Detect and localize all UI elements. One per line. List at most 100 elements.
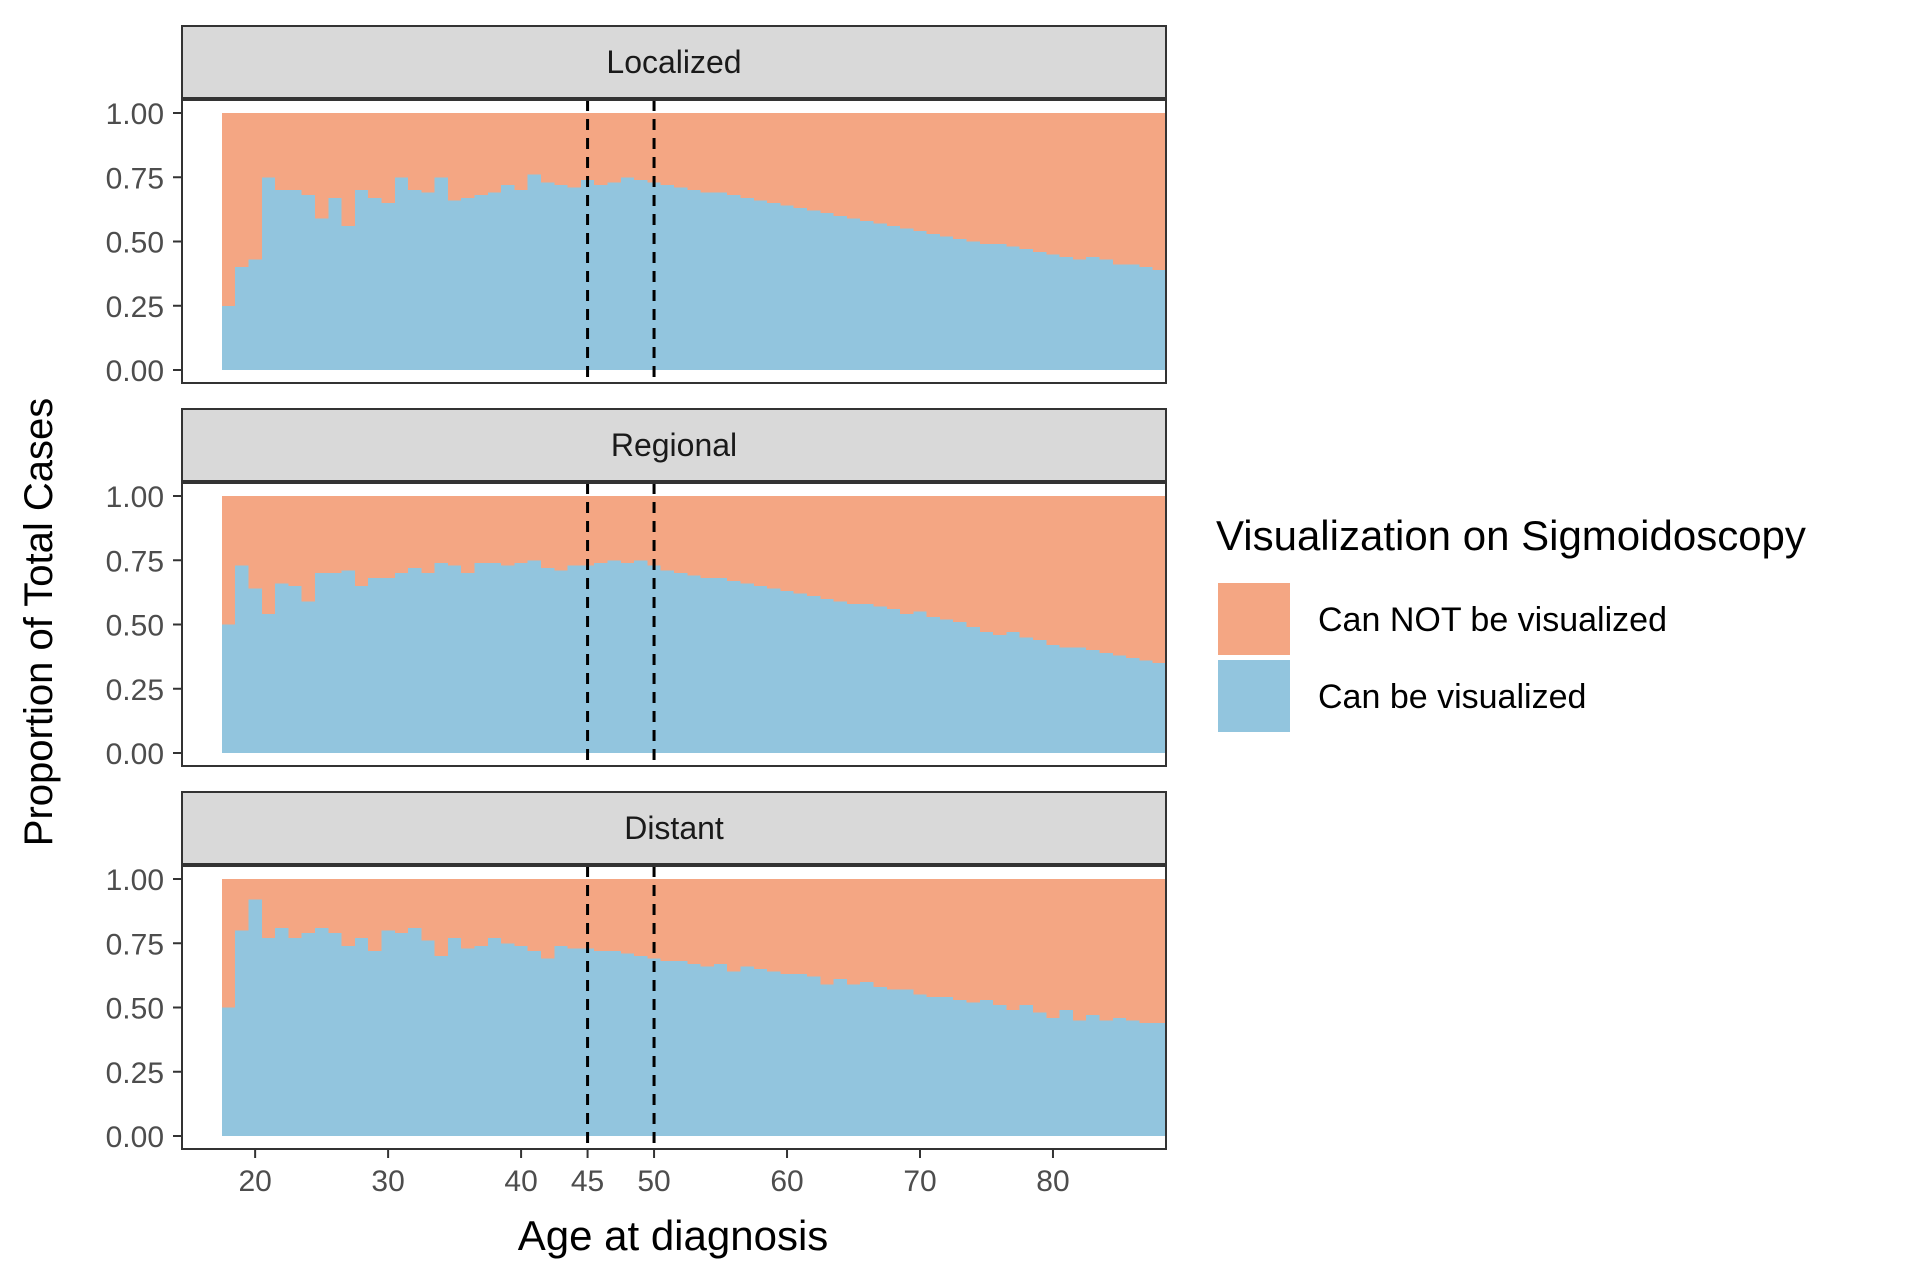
bar-can-visualize	[235, 267, 250, 370]
bar-cannot-visualize	[767, 879, 781, 972]
bar-can-visualize	[607, 950, 622, 1136]
bar-can-visualize	[846, 984, 861, 1136]
bar-cannot-visualize	[727, 879, 742, 972]
bar-cannot-visualize	[394, 879, 409, 933]
bar-can-visualize	[1099, 652, 1114, 753]
bar-cannot-visualize	[620, 113, 635, 178]
bar-cannot-visualize	[780, 496, 795, 592]
bar-can-visualize	[248, 899, 263, 1136]
facet-strip	[181, 25, 1167, 99]
bar-cannot-visualize	[1099, 879, 1114, 1021]
bar-can-visualize	[860, 220, 875, 370]
bar-can-visualize	[408, 190, 422, 370]
bar-can-visualize	[381, 930, 396, 1136]
bar-can-visualize	[1019, 637, 1034, 753]
bars-localized	[221, 113, 1167, 370]
bar-cannot-visualize	[939, 879, 954, 998]
bar-can-visualize	[993, 1004, 1008, 1136]
bar-cannot-visualize	[620, 496, 635, 563]
facet-strip-label: Regional	[611, 427, 737, 463]
bar-can-visualize	[1072, 647, 1087, 753]
bar-cannot-visualize	[1139, 879, 1154, 1023]
bar-can-visualize	[820, 598, 835, 753]
bar-cannot-visualize	[554, 496, 569, 571]
bar-can-visualize	[793, 974, 808, 1136]
y-tick-label: 0.00	[106, 355, 164, 388]
bar-cannot-visualize	[647, 879, 662, 959]
bar-cannot-visualize	[713, 496, 728, 579]
y-tick-label: 1.00	[106, 98, 164, 131]
bar-can-visualize	[541, 958, 555, 1136]
bar-cannot-visualize	[474, 496, 489, 563]
bar-can-visualize	[687, 575, 702, 753]
y-axis-label: Proportion of Total Cases	[17, 398, 61, 846]
bar-cannot-visualize	[793, 496, 808, 594]
bar-cannot-visualize	[953, 113, 968, 239]
bar-cannot-visualize	[328, 113, 343, 198]
bar-can-visualize	[1126, 1020, 1141, 1136]
bar-can-visualize	[474, 945, 489, 1136]
bar-cannot-visualize	[1072, 879, 1087, 1021]
bar-cannot-visualize	[368, 113, 383, 198]
bar-can-visualize	[261, 938, 276, 1136]
bar-can-visualize	[461, 573, 476, 753]
bar-cannot-visualize	[501, 113, 516, 185]
bar-cannot-visualize	[660, 113, 675, 185]
bar-can-visualize	[607, 560, 622, 753]
bar-cannot-visualize	[408, 113, 422, 191]
bar-can-visualize	[993, 634, 1008, 753]
bar-cannot-visualize	[740, 496, 755, 584]
facet-panel-regional: Regional 0.00 0.25 0.50 0.75 1.00	[106, 408, 1167, 771]
facet-strip	[181, 408, 1167, 482]
bar-can-visualize	[594, 184, 609, 370]
bar-can-visualize	[926, 233, 941, 370]
bar-can-visualize	[886, 609, 901, 753]
bar-can-visualize	[620, 953, 635, 1136]
bar-cannot-visualize	[966, 496, 981, 628]
bar-cannot-visualize	[674, 496, 688, 574]
x-tick-label: 45	[571, 1165, 604, 1198]
legend-label-cannot: Can NOT be visualized	[1318, 601, 1667, 639]
y-tick-label: 0.25	[106, 674, 164, 707]
bar-can-visualize	[634, 956, 649, 1136]
bar-cannot-visualize	[1046, 879, 1061, 1018]
bar-cannot-visualize	[301, 496, 316, 602]
bar-cannot-visualize	[314, 113, 329, 219]
bar-can-visualize	[368, 197, 383, 370]
bar-cannot-visualize	[767, 496, 781, 589]
bar-can-visualize	[1019, 249, 1034, 370]
bar-can-visualize	[434, 177, 449, 370]
bar-can-visualize	[753, 585, 768, 753]
bar-cannot-visualize	[1059, 113, 1074, 257]
bar-cannot-visualize	[1046, 113, 1061, 255]
bar-cannot-visualize	[913, 113, 928, 232]
bar-cannot-visualize	[873, 496, 888, 607]
bar-can-visualize	[594, 562, 609, 753]
y-tick-label: 0.00	[106, 1121, 164, 1154]
bar-can-visualize	[1086, 256, 1101, 370]
bar-can-visualize	[1033, 639, 1047, 753]
bar-can-visualize	[780, 205, 795, 370]
bar-cannot-visualize	[1139, 113, 1154, 268]
x-axis-label: Age at diagnosis	[518, 1212, 829, 1259]
bar-cannot-visualize	[806, 879, 821, 977]
bar-can-visualize	[567, 948, 582, 1136]
bar-can-visualize	[873, 986, 888, 1136]
y-tick-label: 0.50	[106, 610, 164, 643]
y-tick-label: 0.50	[106, 227, 164, 260]
bar-cannot-visualize	[846, 496, 861, 604]
bar-can-visualize	[408, 567, 422, 753]
bar-can-visualize	[767, 588, 781, 753]
bar-cannot-visualize	[541, 496, 555, 568]
bar-cannot-visualize	[541, 113, 555, 183]
bar-can-visualize	[235, 930, 250, 1136]
bar-can-visualize	[740, 197, 755, 370]
bar-can-visualize	[288, 938, 303, 1136]
bar-cannot-visualize	[926, 879, 941, 998]
bar-cannot-visualize	[687, 879, 702, 964]
bar-cannot-visualize	[275, 496, 289, 584]
bar-can-visualize	[727, 971, 742, 1136]
y-tick-label: 1.00	[106, 481, 164, 514]
bar-can-visualize	[328, 573, 343, 753]
bar-can-visualize	[501, 943, 516, 1136]
